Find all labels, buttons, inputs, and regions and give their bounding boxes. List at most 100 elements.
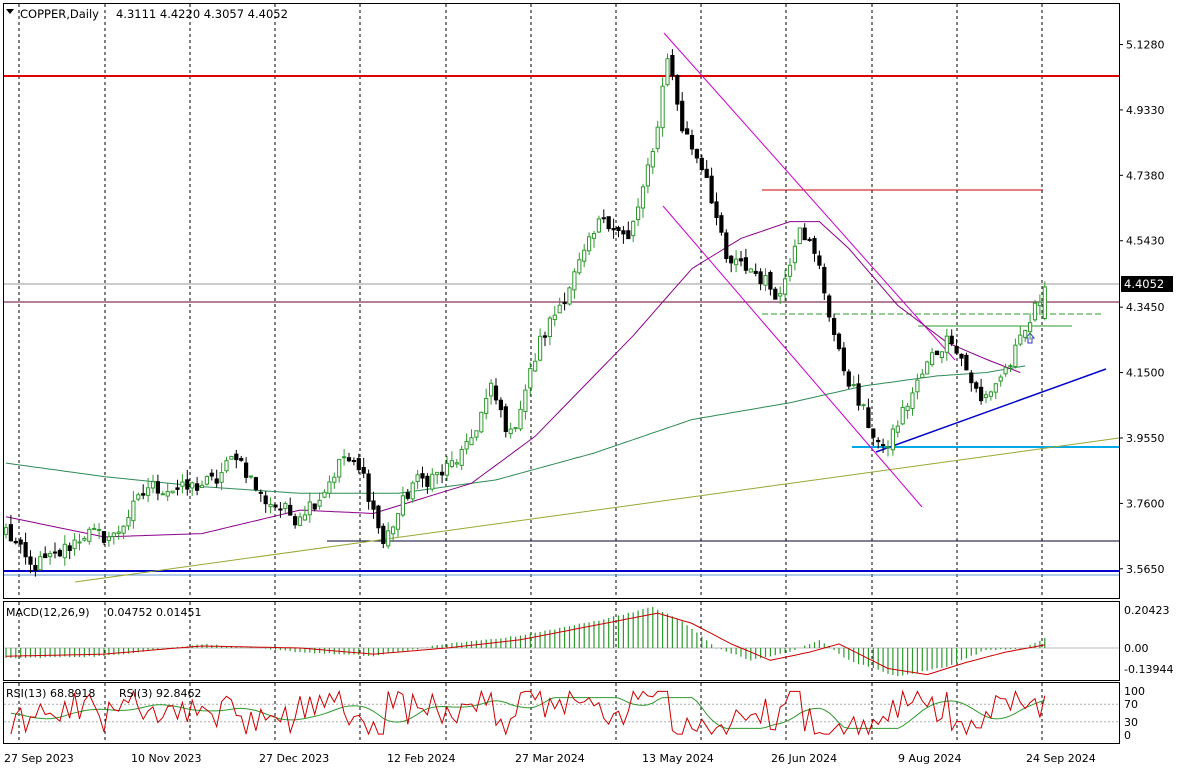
- candle: [435, 471, 440, 485]
- candle: [361, 457, 366, 479]
- candle: [43, 546, 48, 559]
- symbol-dropdown-icon[interactable]: [6, 9, 14, 14]
- candle-body: [675, 75, 680, 105]
- candle-body: [209, 472, 214, 477]
- chart-ohlc: 4.3111 4.4220 4.3057 4.4052: [116, 7, 288, 21]
- candle-body: [13, 540, 18, 544]
- candle: [116, 525, 121, 540]
- candle: [204, 475, 210, 486]
- candle-body: [219, 472, 224, 483]
- candle-body: [469, 437, 474, 446]
- candle: [410, 480, 415, 503]
- candle-body: [949, 335, 954, 345]
- candle-body: [263, 495, 268, 505]
- candle-body: [954, 345, 959, 354]
- candle-body: [616, 227, 621, 232]
- candle: [97, 523, 102, 539]
- candle: [1023, 329, 1028, 342]
- time-tick-label: 9 Aug 2024: [898, 752, 961, 765]
- candle: [954, 339, 959, 355]
- candle-body: [479, 411, 484, 433]
- candle-body: [567, 287, 572, 305]
- candle-body: [410, 482, 415, 500]
- candle-body: [366, 473, 371, 502]
- candle: [876, 437, 881, 449]
- candle-body: [562, 302, 567, 305]
- main-price-panel[interactable]: [3, 3, 1120, 599]
- candle-body: [778, 293, 783, 297]
- price-tick-label: 4.9330: [1126, 104, 1165, 117]
- candle-body: [640, 186, 646, 209]
- candle: [881, 438, 886, 453]
- candle: [577, 252, 582, 276]
- rsi-tick-label: 30: [1124, 716, 1138, 729]
- candle: [106, 531, 112, 547]
- candle: [381, 523, 386, 549]
- candle-body: [930, 352, 935, 366]
- candle-body: [542, 335, 548, 338]
- candle: [979, 378, 984, 405]
- candle: [959, 353, 964, 367]
- candle: [391, 525, 396, 543]
- candle-body: [400, 495, 405, 516]
- candle-body: [493, 385, 499, 401]
- candle: [8, 514, 14, 542]
- candle-body: [146, 487, 151, 496]
- macd-signal-line: [5, 612, 1045, 676]
- candle-body: [802, 227, 807, 241]
- candle-body: [846, 371, 851, 387]
- candle-body: [224, 460, 229, 472]
- candle-body: [783, 278, 788, 295]
- candle: [719, 212, 724, 236]
- candle-body: [841, 347, 846, 372]
- candle-body: [185, 479, 190, 490]
- candle-body: [719, 215, 724, 233]
- candle-body: [773, 288, 778, 300]
- rising-trend-line: [875, 368, 1107, 453]
- candle: [640, 183, 646, 218]
- candle-body: [861, 404, 866, 407]
- candle-body: [596, 218, 601, 233]
- candle-body: [126, 517, 131, 527]
- candle-body: [23, 542, 28, 558]
- candle-body: [52, 551, 58, 554]
- candle: [322, 489, 327, 499]
- price-tick-label: 3.7600: [1126, 497, 1165, 510]
- candle: [616, 225, 621, 238]
- price-axis: 5.1280 4.9330 4.7380 4.5430 4.3450 4.1500 3.95…: [1119, 39, 1173, 742]
- candle: [18, 537, 23, 554]
- candle-body: [342, 456, 347, 459]
- candle-body: [72, 539, 77, 550]
- candle-body: [939, 351, 944, 359]
- candle-body: [312, 503, 317, 510]
- candle: [459, 445, 464, 471]
- candle: [547, 315, 552, 346]
- candle-body: [660, 85, 665, 129]
- candle-body: [361, 466, 366, 474]
- candle: [846, 369, 851, 390]
- candle: [244, 457, 249, 484]
- candle-body: [552, 314, 557, 321]
- candle: [832, 313, 837, 342]
- candle-body: [141, 493, 146, 496]
- candle: [665, 53, 670, 87]
- candle: [224, 456, 229, 473]
- candle: [346, 452, 352, 463]
- candle: [939, 350, 944, 364]
- candle: [949, 329, 954, 347]
- candle-body: [273, 504, 278, 508]
- candle: [248, 475, 254, 480]
- candle-body: [934, 350, 940, 356]
- candle-body: [8, 524, 14, 542]
- rsi-series: [4, 689, 1119, 736]
- candle-body: [851, 384, 856, 387]
- candle-body: [332, 476, 337, 483]
- candle: [440, 464, 445, 484]
- candle: [611, 218, 616, 239]
- candle: [645, 157, 650, 194]
- candle: [993, 383, 998, 399]
- candle-body: [763, 275, 768, 286]
- candle: [493, 378, 499, 405]
- candle: [797, 227, 802, 245]
- candle: [817, 250, 822, 270]
